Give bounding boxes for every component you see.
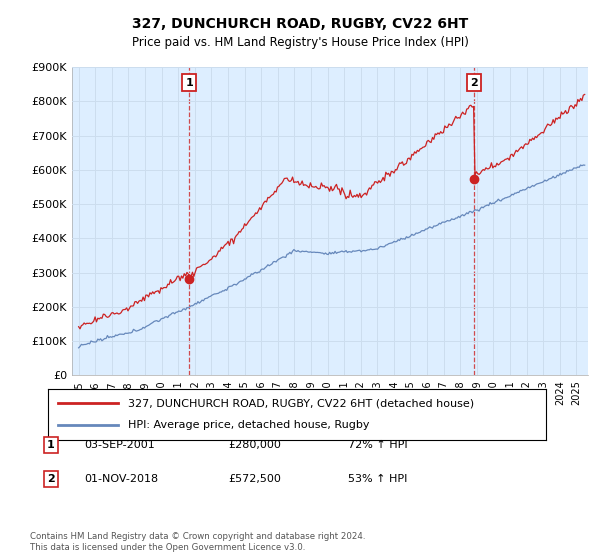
Text: HPI: Average price, detached house, Rugby: HPI: Average price, detached house, Rugb…: [128, 421, 369, 431]
Text: Price paid vs. HM Land Registry's House Price Index (HPI): Price paid vs. HM Land Registry's House …: [131, 36, 469, 49]
Text: 1: 1: [185, 78, 193, 87]
Text: 03-SEP-2001: 03-SEP-2001: [84, 440, 155, 450]
Text: 01-NOV-2018: 01-NOV-2018: [84, 474, 158, 484]
Text: 327, DUNCHURCH ROAD, RUGBY, CV22 6HT (detached house): 327, DUNCHURCH ROAD, RUGBY, CV22 6HT (de…: [128, 398, 474, 408]
Text: 327, DUNCHURCH ROAD, RUGBY, CV22 6HT: 327, DUNCHURCH ROAD, RUGBY, CV22 6HT: [132, 17, 468, 31]
Text: £280,000: £280,000: [228, 440, 281, 450]
Text: 1: 1: [47, 440, 55, 450]
Text: Contains HM Land Registry data © Crown copyright and database right 2024.
This d: Contains HM Land Registry data © Crown c…: [30, 532, 365, 552]
Text: 53% ↑ HPI: 53% ↑ HPI: [348, 474, 407, 484]
Text: 2: 2: [47, 474, 55, 484]
Text: 2: 2: [470, 78, 478, 87]
Text: £572,500: £572,500: [228, 474, 281, 484]
Text: 72% ↑ HPI: 72% ↑ HPI: [348, 440, 407, 450]
